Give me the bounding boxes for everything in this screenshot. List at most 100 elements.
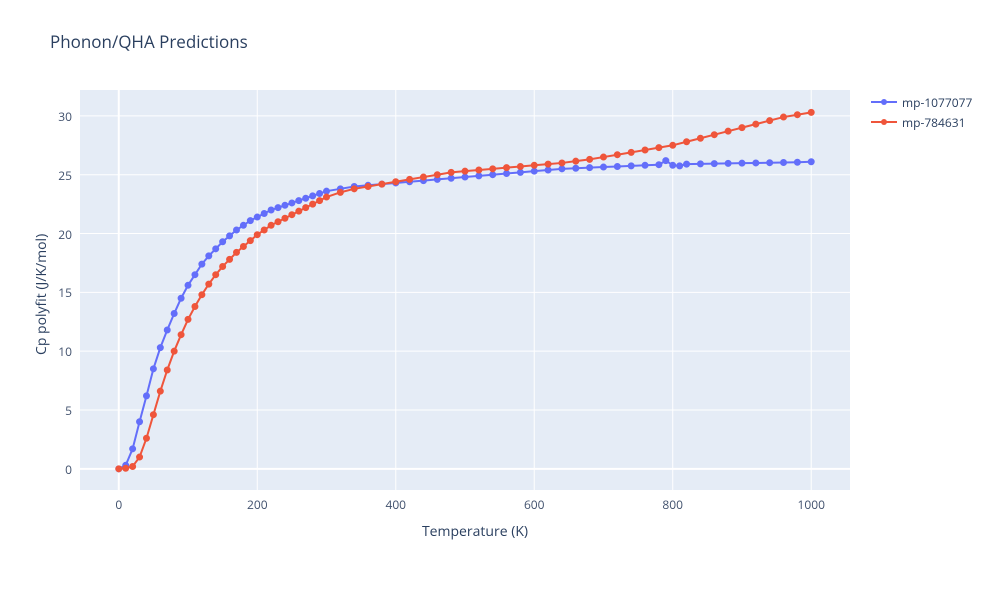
legend-item[interactable]: mp-1077077 (870, 92, 972, 112)
series-marker[interactable] (192, 303, 198, 309)
series-marker[interactable] (324, 194, 330, 200)
series-marker[interactable] (289, 212, 295, 218)
series-marker[interactable] (504, 171, 510, 177)
series-marker[interactable] (171, 348, 177, 354)
series-marker[interactable] (261, 227, 267, 233)
series-marker[interactable] (213, 246, 219, 252)
series-marker[interactable] (178, 295, 184, 301)
series-marker[interactable] (794, 159, 800, 165)
series-marker[interactable] (448, 175, 454, 181)
series-marker[interactable] (739, 160, 745, 166)
series-marker[interactable] (247, 238, 253, 244)
series-marker[interactable] (476, 173, 482, 179)
series-marker[interactable] (600, 164, 606, 170)
series-marker[interactable] (684, 161, 690, 167)
series-marker[interactable] (185, 282, 191, 288)
series-marker[interactable] (178, 332, 184, 338)
series-marker[interactable] (517, 163, 523, 169)
legend-item[interactable]: mp-784631 (870, 112, 972, 132)
series-marker[interactable] (150, 366, 156, 372)
series-marker[interactable] (711, 132, 717, 138)
series-marker[interactable] (517, 169, 523, 175)
series-marker[interactable] (185, 316, 191, 322)
series-marker[interactable] (642, 162, 648, 168)
series-marker[interactable] (247, 218, 253, 224)
series-marker[interactable] (614, 163, 620, 169)
series-marker[interactable] (462, 168, 468, 174)
series-marker[interactable] (711, 161, 717, 167)
series-marker[interactable] (157, 345, 163, 351)
series-marker[interactable] (303, 205, 309, 211)
series-marker[interactable] (767, 160, 773, 166)
series-marker[interactable] (684, 139, 690, 145)
series-marker[interactable] (143, 393, 149, 399)
series-marker[interactable] (268, 222, 274, 228)
series-marker[interactable] (781, 159, 787, 165)
series-marker[interactable] (808, 109, 814, 115)
series-marker[interactable] (233, 249, 239, 255)
series-marker[interactable] (150, 412, 156, 418)
series-marker[interactable] (282, 215, 288, 221)
series-marker[interactable] (600, 154, 606, 160)
series-marker[interactable] (559, 166, 565, 172)
series-marker[interactable] (393, 179, 399, 185)
series-marker[interactable] (545, 167, 551, 173)
series-marker[interactable] (587, 156, 593, 162)
series-marker[interactable] (275, 205, 281, 211)
series-marker[interactable] (220, 263, 226, 269)
series-marker[interactable] (753, 160, 759, 166)
series-marker[interactable] (157, 388, 163, 394)
series-marker[interactable] (677, 163, 683, 169)
series-marker[interactable] (490, 166, 496, 172)
series-marker[interactable] (289, 200, 295, 206)
series-marker[interactable] (642, 147, 648, 153)
series-marker[interactable] (240, 243, 246, 249)
series-marker[interactable] (656, 162, 662, 168)
series-marker[interactable] (137, 454, 143, 460)
series-marker[interactable] (317, 198, 323, 204)
series-marker[interactable] (296, 198, 302, 204)
series-marker[interactable] (559, 160, 565, 166)
series-marker[interactable] (531, 162, 537, 168)
series-marker[interactable] (268, 207, 274, 213)
series-marker[interactable] (628, 163, 634, 169)
series-marker[interactable] (303, 195, 309, 201)
series-marker[interactable] (143, 435, 149, 441)
series-marker[interactable] (233, 227, 239, 233)
series-marker[interactable] (282, 202, 288, 208)
series-marker[interactable] (420, 174, 426, 180)
series-marker[interactable] (254, 214, 260, 220)
series-marker[interactable] (227, 256, 233, 262)
series-marker[interactable] (573, 165, 579, 171)
series-marker[interactable] (767, 118, 773, 124)
series-marker[interactable] (531, 168, 537, 174)
series-marker[interactable] (199, 292, 205, 298)
series-marker[interactable] (206, 253, 212, 259)
series-marker[interactable] (434, 172, 440, 178)
series-marker[interactable] (573, 158, 579, 164)
series-marker[interactable] (116, 466, 122, 472)
series-marker[interactable] (137, 419, 143, 425)
series-marker[interactable] (324, 188, 330, 194)
series-marker[interactable] (545, 161, 551, 167)
series-marker[interactable] (296, 208, 302, 214)
series-marker[interactable] (504, 165, 510, 171)
series-marker[interactable] (213, 272, 219, 278)
series-marker[interactable] (725, 128, 731, 134)
series-marker[interactable] (407, 176, 413, 182)
series-marker[interactable] (753, 121, 759, 127)
series-marker[interactable] (199, 261, 205, 267)
series-marker[interactable] (240, 222, 246, 228)
series-marker[interactable] (739, 125, 745, 131)
series-marker[interactable] (337, 189, 343, 195)
series-marker[interactable] (490, 172, 496, 178)
series-marker[interactable] (656, 145, 662, 151)
series-marker[interactable] (697, 135, 703, 141)
series-marker[interactable] (171, 311, 177, 317)
series-marker[interactable] (781, 114, 787, 120)
series-marker[interactable] (164, 327, 170, 333)
series-marker[interactable] (317, 191, 323, 197)
series-marker[interactable] (462, 174, 468, 180)
series-marker[interactable] (130, 463, 136, 469)
series-marker[interactable] (628, 149, 634, 155)
